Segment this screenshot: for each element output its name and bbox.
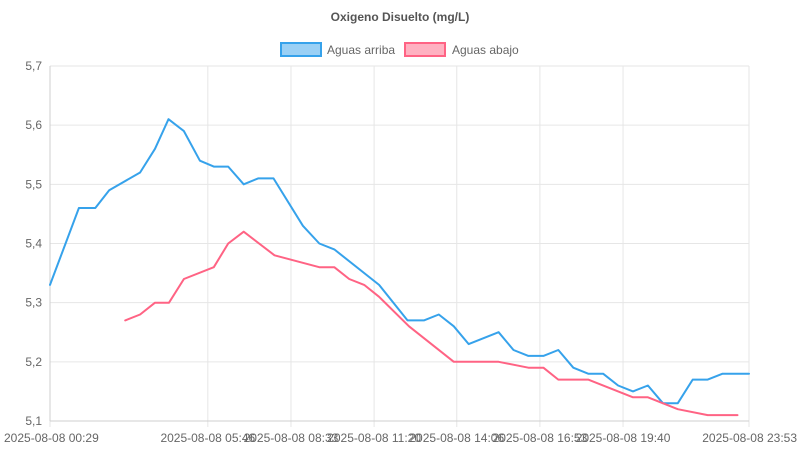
y-tick-label: 5,4 <box>25 237 42 251</box>
data-point-aguas-abajo[interactable] <box>406 323 412 329</box>
data-point-aguas-abajo[interactable] <box>675 406 681 412</box>
data-point-aguas-arriba[interactable] <box>436 312 442 318</box>
data-point-aguas-abajo[interactable] <box>555 377 561 383</box>
data-point-aguas-arriba[interactable] <box>271 175 277 181</box>
data-point-aguas-abajo[interactable] <box>525 365 531 371</box>
data-point-aguas-abajo[interactable] <box>181 276 187 282</box>
data-point-aguas-arriba[interactable] <box>525 353 531 359</box>
data-point-aguas-abajo[interactable] <box>166 300 172 306</box>
data-point-aguas-arriba[interactable] <box>197 158 203 164</box>
data-point-aguas-arriba[interactable] <box>47 282 53 288</box>
x-tick-label: 2025-08-08 00:29 <box>4 431 99 445</box>
data-point-aguas-abajo[interactable] <box>630 394 636 400</box>
data-point-aguas-arriba[interactable] <box>152 146 158 152</box>
y-tick-label: 5,1 <box>25 414 42 428</box>
y-tick-label: 5,2 <box>25 355 42 369</box>
data-point-aguas-arriba[interactable] <box>600 371 606 377</box>
data-point-aguas-arriba[interactable] <box>570 365 576 371</box>
legend[interactable]: Aguas arriba Aguas abajo <box>280 42 519 57</box>
x-tick-label: 2025-08-08 16:53 <box>493 431 588 445</box>
data-point-aguas-arriba[interactable] <box>630 388 636 394</box>
series-line-aguas-abajo[interactable] <box>124 230 739 417</box>
data-point-aguas-abajo[interactable] <box>585 377 591 383</box>
data-point-aguas-abajo[interactable] <box>137 312 143 318</box>
data-point-aguas-abajo[interactable] <box>705 412 711 418</box>
series-line-aguas-arriba[interactable] <box>49 118 750 405</box>
data-point-aguas-arriba[interactable] <box>92 205 98 211</box>
data-point-aguas-abajo[interactable] <box>272 252 278 258</box>
data-point-aguas-arriba[interactable] <box>496 329 502 335</box>
data-point-aguas-arriba[interactable] <box>137 170 143 176</box>
data-point-aguas-arriba[interactable] <box>181 128 187 134</box>
data-point-aguas-arriba[interactable] <box>106 187 112 193</box>
data-point-aguas-abajo[interactable] <box>361 282 367 288</box>
data-point-aguas-abajo[interactable] <box>122 317 128 323</box>
data-point-aguas-arriba[interactable] <box>555 347 561 353</box>
data-point-aguas-arriba[interactable] <box>421 317 427 323</box>
data-point-aguas-arriba[interactable] <box>76 205 82 211</box>
legend-swatch-aguas-abajo[interactable] <box>404 42 446 57</box>
x-tick-label: 2025-08-08 19:40 <box>576 431 671 445</box>
data-point-aguas-abajo[interactable] <box>645 394 651 400</box>
x-tick-label: 2025-08-08 14:06 <box>409 431 504 445</box>
data-point-aguas-arriba[interactable] <box>720 371 726 377</box>
data-point-aguas-arriba[interactable] <box>316 241 322 247</box>
data-point-aguas-arriba[interactable] <box>466 341 472 347</box>
data-point-aguas-arriba[interactable] <box>705 377 711 383</box>
data-point-aguas-arriba[interactable] <box>241 181 247 187</box>
data-point-aguas-arriba[interactable] <box>255 175 261 181</box>
grid <box>49 65 750 427</box>
y-axis-ticks: 5,1 5,2 5,3 5,4 5,5 5,6 5,7 <box>25 59 42 428</box>
chart-title: Oxigeno Disuelto (mg/L) <box>331 10 470 24</box>
data-point-aguas-arriba[interactable] <box>511 347 517 353</box>
y-tick-label: 5,7 <box>25 59 42 73</box>
data-point-aguas-arriba[interactable] <box>690 377 696 383</box>
y-tick-label: 5,3 <box>25 296 42 310</box>
data-point-aguas-abajo[interactable] <box>496 359 502 365</box>
legend-swatch-aguas-arriba[interactable] <box>280 42 322 57</box>
data-point-aguas-abajo[interactable] <box>241 229 247 235</box>
data-point-aguas-arriba[interactable] <box>540 353 546 359</box>
data-point-aguas-abajo[interactable] <box>346 276 352 282</box>
legend-label-aguas-arriba[interactable]: Aguas arriba <box>327 43 395 57</box>
data-point-aguas-arriba[interactable] <box>451 323 457 329</box>
data-point-aguas-arriba[interactable] <box>585 371 591 377</box>
data-point-aguas-arriba[interactable] <box>225 164 231 170</box>
x-tick-label: 2025-08-08 23:53 <box>702 431 797 445</box>
data-point-aguas-abajo[interactable] <box>152 300 158 306</box>
data-point-aguas-abajo[interactable] <box>316 264 322 270</box>
y-tick-label: 5,6 <box>25 118 42 132</box>
x-tick-label: 2025-08-08 08:33 <box>244 431 339 445</box>
y-tick-label: 5,5 <box>25 177 42 191</box>
data-point-aguas-abajo[interactable] <box>735 412 741 418</box>
data-point-aguas-abajo[interactable] <box>451 359 457 365</box>
data-point-aguas-arriba[interactable] <box>331 246 337 252</box>
data-point-aguas-arriba[interactable] <box>376 282 382 288</box>
x-tick-label: 2025-08-08 11:20 <box>327 431 421 445</box>
data-point-aguas-abajo[interactable] <box>225 241 231 247</box>
data-point-aguas-abajo[interactable] <box>540 365 546 371</box>
legend-label-aguas-abajo[interactable]: Aguas abajo <box>452 43 519 57</box>
data-point-aguas-arriba[interactable] <box>645 383 651 389</box>
data-point-aguas-abajo[interactable] <box>376 294 382 300</box>
data-point-aguas-arriba[interactable] <box>300 223 306 229</box>
series-group <box>47 116 752 418</box>
data-point-aguas-arriba[interactable] <box>746 371 752 377</box>
x-axis-ticks: 2025-08-08 00:29 2025-08-08 05:462025-08-… <box>4 431 797 445</box>
data-point-aguas-arriba[interactable] <box>615 383 621 389</box>
data-point-aguas-arriba[interactable] <box>211 164 217 170</box>
data-point-aguas-arriba[interactable] <box>675 400 681 406</box>
data-point-aguas-abajo[interactable] <box>331 264 337 270</box>
data-point-aguas-arriba[interactable] <box>165 116 171 122</box>
data-point-aguas-abajo[interactable] <box>211 264 217 270</box>
x-tick-label: 2025-08-08 05:46 <box>160 431 255 445</box>
